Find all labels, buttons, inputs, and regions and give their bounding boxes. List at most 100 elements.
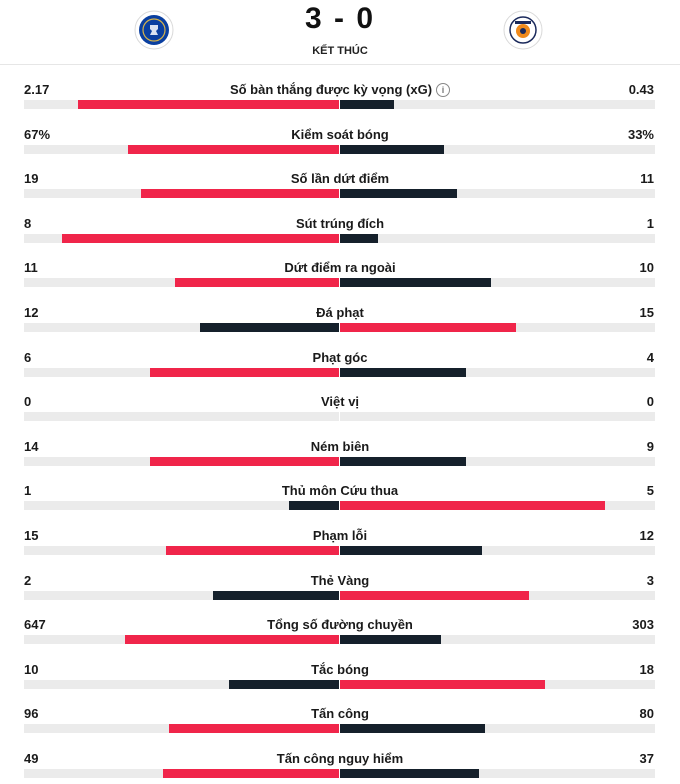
chelsea-crest-icon[interactable] (134, 10, 174, 50)
home-bar-fill (213, 590, 339, 600)
away-bar-fill (340, 144, 444, 154)
home-bar-track (24, 769, 339, 778)
stat-label-text: Kiểm soát bóng (291, 126, 389, 142)
stat-row-shots-off-target: 11 Dứt điểm ra ngoài 10 (0, 258, 680, 288)
home-stat-value: 67% (24, 126, 51, 142)
away-bar-track (340, 367, 655, 377)
home-bar-track (24, 724, 339, 734)
away-bar-track (340, 724, 655, 734)
match-score: 3 - 0 (304, 2, 376, 35)
stat-row-tackles: 10 Tắc bóng 18 (0, 660, 680, 689)
home-bar-fill (168, 724, 339, 734)
home-stat-value: 1 (24, 483, 32, 499)
home-bar-fill (127, 144, 339, 154)
away-bar-track (340, 769, 655, 778)
stat-label-text: Phạm lỗi (312, 528, 368, 543)
stat-label-text: Ném biên (310, 438, 370, 454)
stat-row-fouls: 15 Phạm lỗi 12 (0, 526, 680, 555)
home-stat-value: 647 (24, 617, 46, 633)
away-bar-fill (340, 590, 529, 600)
home-stat-value: 15 (24, 528, 39, 543)
away-stat-value: 12 (639, 528, 654, 543)
home-bar-fill (140, 189, 339, 199)
stat-row-yellow-cards: 2 Thẻ Vàng 3 (0, 571, 680, 600)
stat-label: Tấn công (0, 706, 680, 721)
away-bar-track (340, 412, 655, 422)
stat-label-text: Số bàn thắng được kỳ vọng (xG) (229, 82, 433, 97)
stat-row-attacks: 96 Tấn công 80 (0, 704, 680, 734)
stat-label: Việt vị (0, 394, 680, 409)
luton-crest-icon[interactable] (503, 10, 543, 50)
stat-label-text: Số lần dứt điểm (290, 171, 390, 187)
home-bar-fill (124, 635, 339, 645)
home-stat-value: 11 (24, 260, 38, 276)
home-stat-value: 14 (24, 438, 39, 454)
home-bar-track (24, 278, 339, 288)
stat-label-text: Thẻ Vàng (310, 572, 370, 588)
away-stat-value: 9 (646, 438, 654, 454)
stat-row-passes: 647 Tổng số đường chuyền 303 (0, 615, 680, 645)
away-bar-track (340, 323, 655, 332)
away-bar-fill (340, 323, 517, 332)
away-stat-value: 11 (640, 171, 654, 187)
home-bar-track (24, 412, 339, 422)
home-bar-track (24, 323, 339, 332)
stat-label-text: Tổng số đường chuyền (267, 617, 413, 633)
away-stat-value: 10 (639, 260, 654, 276)
home-bar-track (24, 100, 339, 109)
stat-label: Số bàn thắng được kỳ vọng (xG) i (0, 82, 680, 97)
stat-label: Số lần dứt điểm (0, 171, 680, 186)
home-bar-track (24, 233, 339, 243)
away-stat-value: 0 (646, 394, 654, 410)
away-bar-fill (340, 278, 492, 288)
stat-label: Phạm lỗi (0, 528, 680, 543)
away-bar-track (340, 546, 655, 555)
stat-label: Tổng số đường chuyền (0, 617, 680, 632)
away-bar-track (340, 679, 655, 689)
home-stat-value: 0 (24, 394, 32, 410)
away-bar-fill (340, 189, 457, 199)
stat-label-text: Dứt điểm ra ngoài (284, 260, 396, 276)
away-stat-value: 80 (639, 706, 654, 722)
home-stat-value: 6 (24, 349, 32, 365)
stat-label: Đá phạt (0, 305, 680, 320)
stat-label: Ném biên (0, 439, 680, 454)
away-stat-value: 0.43 (628, 82, 654, 97)
home-bar-track (24, 679, 339, 689)
home-bar-track (24, 501, 339, 511)
home-bar-track (24, 635, 339, 645)
away-bar-fill (340, 546, 482, 555)
away-bar-fill (340, 100, 394, 109)
stat-row-xg: 2.17 Số bàn thắng được kỳ vọng (xG) i 0.43 (0, 80, 680, 109)
stat-row-saves: 1 Thủ môn Cứu thua 5 (0, 481, 680, 511)
stat-row-corners: 6 Phạt góc 4 (0, 348, 680, 377)
away-bar-track (340, 590, 655, 600)
stat-label-text: Tấn công (311, 706, 369, 722)
stat-row-throw-ins: 14 Ném biên 9 (0, 437, 680, 466)
stat-label-text: Tấn công nguy hiểm (276, 751, 404, 766)
away-bar-fill (340, 501, 605, 511)
stat-row-shots-on-target: 8 Sút trúng đích 1 (0, 214, 680, 243)
home-bar-fill (150, 456, 339, 466)
away-stat-value: 5 (646, 483, 654, 499)
away-bar-track (340, 100, 655, 109)
home-bar-fill (77, 100, 339, 109)
away-bar-fill (340, 367, 466, 377)
home-stat-value: 19 (24, 171, 39, 187)
stat-label: Kiểm soát bóng (0, 127, 680, 142)
info-icon[interactable]: i (436, 83, 451, 97)
away-bar-track (340, 144, 655, 154)
away-bar-track (340, 456, 655, 466)
home-bar-fill (162, 769, 339, 778)
away-bar-track (340, 501, 655, 511)
away-stat-value: 3 (646, 572, 654, 588)
stat-label: Thẻ Vàng (0, 573, 680, 588)
stat-label: Thủ môn Cứu thua (0, 483, 680, 498)
away-stat-value: 303 (632, 617, 654, 633)
home-bar-fill (228, 679, 339, 689)
stat-label-text: Sút trúng đích (295, 215, 385, 231)
stat-label-text: Việt vị (320, 394, 360, 410)
away-bar-fill (340, 456, 466, 466)
home-bar-fill (200, 323, 339, 332)
away-stat-value: 37 (639, 751, 654, 766)
